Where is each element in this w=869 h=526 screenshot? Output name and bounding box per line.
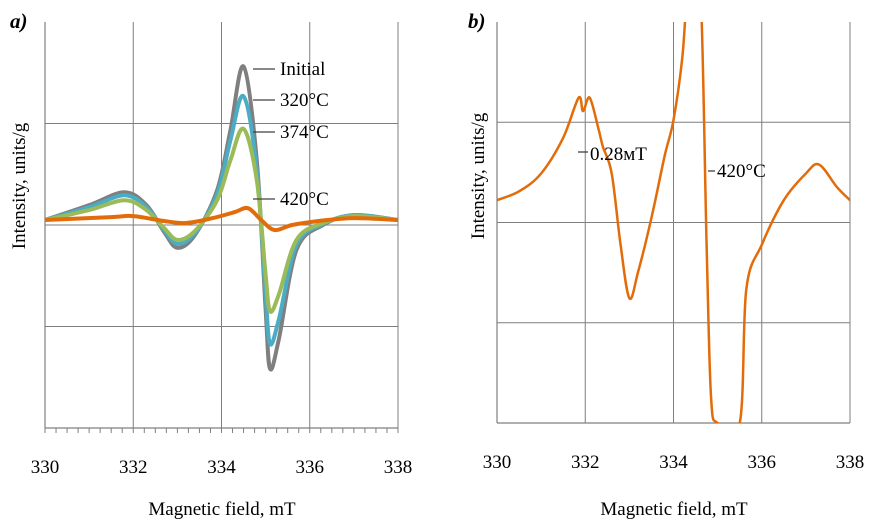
panel-a-y-axis-label: Intensity, units/g — [9, 122, 30, 249]
panel-b-x-axis-label: Magnetic field, mT — [600, 499, 748, 520]
series-label: Initial — [280, 59, 325, 80]
panel-a: a) Intensity, units/g Magnetic field, mT… — [9, 9, 412, 520]
panel-a-tag: a) — [10, 9, 28, 33]
x-tick-label: 334 — [659, 452, 688, 473]
x-tick-label: 330 — [483, 452, 512, 473]
x-tick-label: 338 — [836, 452, 865, 473]
x-tick-label: 336 — [296, 457, 325, 478]
panel-b-y-axis-label: Intensity, units/g — [468, 112, 489, 239]
series-line — [45, 94, 398, 347]
series-line — [45, 126, 398, 314]
panel-b: b) Intensity, units/g Magnetic field, mT… — [468, 9, 865, 520]
peak-splitting-annotation: 0.28мT — [590, 144, 647, 165]
x-tick-label: 330 — [31, 457, 60, 478]
series-line — [497, 22, 850, 423]
series-label: 420°C — [280, 189, 329, 210]
series-group — [497, 22, 850, 423]
x-tick-label: 336 — [748, 452, 777, 473]
x-tick-label: 334 — [207, 457, 236, 478]
panel-a-x-axis-label: Magnetic field, mT — [148, 499, 296, 520]
series-label: 420°C — [717, 161, 766, 182]
series-group — [45, 64, 398, 372]
panel-b-tag: b) — [468, 9, 486, 33]
x-tick-label: 332 — [571, 452, 600, 473]
x-tick-label: 338 — [384, 457, 413, 478]
x-tick-label: 332 — [119, 457, 148, 478]
series-label: 374°C — [280, 122, 329, 143]
series-label: 320°C — [280, 90, 329, 111]
series-line — [45, 205, 398, 233]
